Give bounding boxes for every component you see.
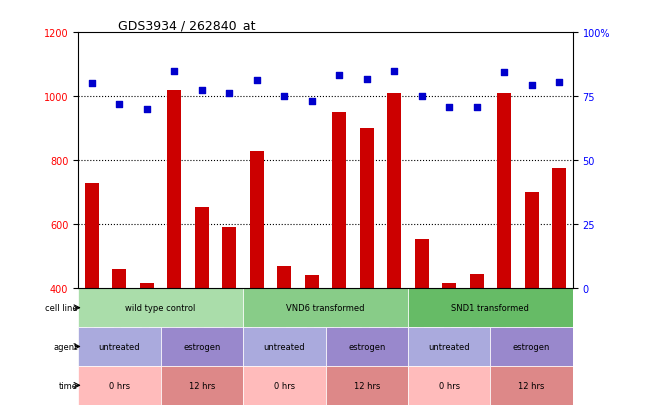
Text: 12 hrs: 12 hrs xyxy=(518,381,545,390)
Point xyxy=(554,79,564,86)
Point xyxy=(334,73,344,79)
FancyBboxPatch shape xyxy=(78,366,161,405)
Point xyxy=(251,78,262,84)
FancyBboxPatch shape xyxy=(408,289,573,327)
Bar xyxy=(525,193,538,289)
Text: GDS3934 / 262840_at: GDS3934 / 262840_at xyxy=(118,19,255,32)
Point xyxy=(389,68,400,75)
Text: cell line: cell line xyxy=(46,304,78,312)
Text: time: time xyxy=(59,381,78,390)
FancyBboxPatch shape xyxy=(408,327,490,366)
FancyBboxPatch shape xyxy=(243,366,326,405)
Point xyxy=(114,102,124,108)
FancyBboxPatch shape xyxy=(408,366,490,405)
FancyBboxPatch shape xyxy=(243,327,326,366)
Text: 0 hrs: 0 hrs xyxy=(439,381,460,390)
FancyBboxPatch shape xyxy=(78,327,161,366)
Point xyxy=(307,98,317,105)
Text: untreated: untreated xyxy=(98,342,140,351)
Point xyxy=(142,107,152,113)
FancyBboxPatch shape xyxy=(490,366,573,405)
Text: estrogen: estrogen xyxy=(183,342,221,351)
FancyBboxPatch shape xyxy=(490,327,573,366)
Bar xyxy=(167,90,181,289)
Text: 0 hrs: 0 hrs xyxy=(109,381,130,390)
Point xyxy=(361,76,372,83)
Text: estrogen: estrogen xyxy=(348,342,385,351)
Text: 0 hrs: 0 hrs xyxy=(273,381,295,390)
Text: wild type control: wild type control xyxy=(126,304,196,312)
Bar xyxy=(497,94,511,289)
FancyBboxPatch shape xyxy=(78,289,243,327)
Bar xyxy=(85,183,99,289)
FancyBboxPatch shape xyxy=(161,327,243,366)
Point xyxy=(169,68,180,75)
Bar xyxy=(250,151,264,289)
Text: SND1 transformed: SND1 transformed xyxy=(452,304,529,312)
Text: VND6 transformed: VND6 transformed xyxy=(286,304,365,312)
Bar xyxy=(113,269,126,289)
Bar xyxy=(552,169,566,289)
Point xyxy=(224,90,234,97)
Text: agent: agent xyxy=(54,342,78,351)
Point xyxy=(471,105,482,112)
Bar xyxy=(140,284,154,289)
Point xyxy=(417,94,427,100)
Text: 12 hrs: 12 hrs xyxy=(189,381,215,390)
Point xyxy=(197,87,207,94)
Text: untreated: untreated xyxy=(264,342,305,351)
Bar xyxy=(360,129,374,289)
Bar xyxy=(387,94,401,289)
Point xyxy=(444,105,454,112)
Point xyxy=(499,70,509,76)
Bar xyxy=(442,284,456,289)
Bar xyxy=(195,207,209,289)
FancyBboxPatch shape xyxy=(161,366,243,405)
Bar xyxy=(333,113,346,289)
Bar xyxy=(305,276,318,289)
Point xyxy=(527,83,537,89)
FancyBboxPatch shape xyxy=(326,366,408,405)
Bar xyxy=(223,228,236,289)
Bar xyxy=(415,239,428,289)
Text: untreated: untreated xyxy=(428,342,470,351)
Bar xyxy=(277,266,291,289)
Text: estrogen: estrogen xyxy=(513,342,550,351)
FancyBboxPatch shape xyxy=(326,327,408,366)
Point xyxy=(87,81,97,88)
Bar xyxy=(470,274,484,289)
Point xyxy=(279,94,290,100)
FancyBboxPatch shape xyxy=(243,289,408,327)
Text: 12 hrs: 12 hrs xyxy=(353,381,380,390)
